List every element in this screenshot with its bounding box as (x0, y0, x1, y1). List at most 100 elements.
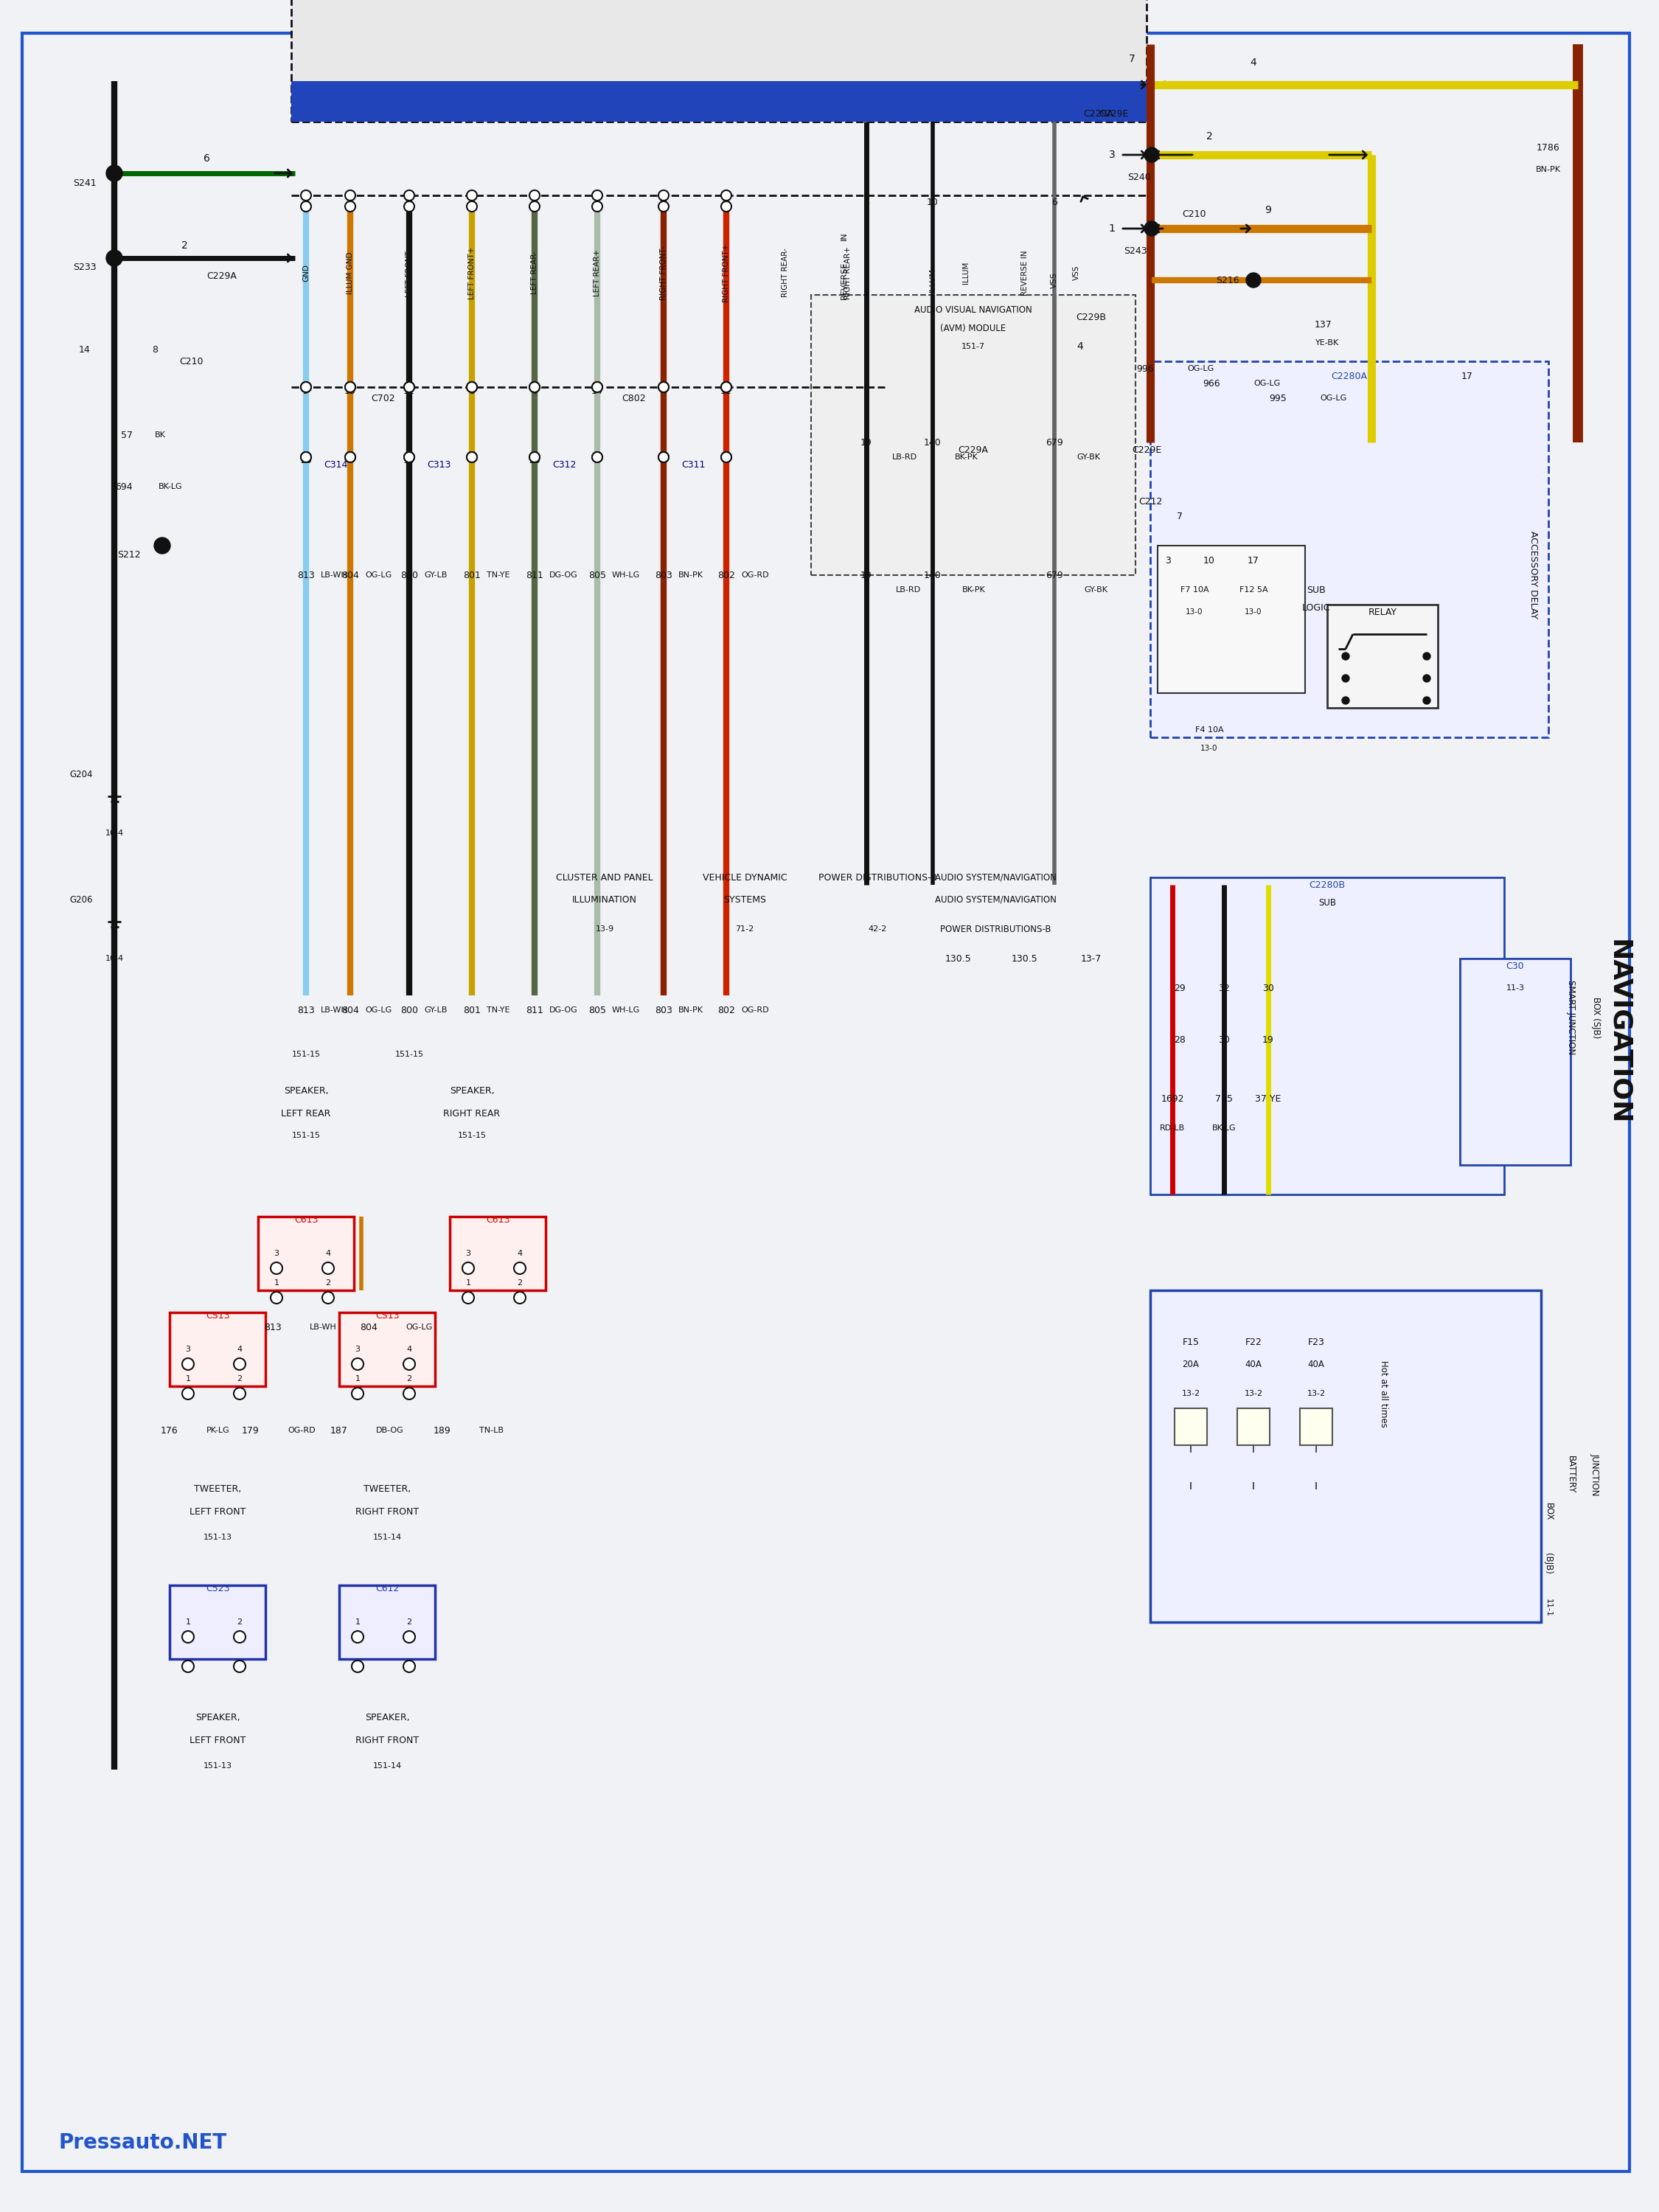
Text: S240: S240 (1128, 173, 1151, 181)
Circle shape (592, 201, 602, 212)
Text: 140: 140 (924, 571, 942, 580)
Text: GND: GND (302, 263, 310, 281)
Text: AUDIO SYSTEM/NAVIGATION: AUDIO SYSTEM/NAVIGATION (934, 894, 1057, 905)
Text: 30: 30 (1262, 982, 1274, 993)
Text: 802: 802 (717, 571, 735, 580)
Text: 813: 813 (297, 1004, 315, 1015)
Circle shape (722, 383, 732, 392)
Text: BK-PK: BK-PK (956, 453, 979, 460)
Text: 19: 19 (1262, 1035, 1274, 1044)
Text: 14: 14 (80, 345, 91, 354)
Text: 5: 5 (304, 385, 309, 396)
Circle shape (405, 190, 415, 201)
Bar (1150, 1290, 1541, 1621)
Text: 2: 2 (406, 1619, 411, 1626)
Text: PK-LG: PK-LG (206, 1427, 231, 1433)
Text: 13-0: 13-0 (1244, 608, 1262, 615)
Text: OG-LG: OG-LG (365, 571, 392, 580)
Text: 6: 6 (531, 385, 538, 396)
Circle shape (466, 383, 478, 392)
Text: 996: 996 (1136, 363, 1155, 374)
Text: S212: S212 (118, 551, 141, 560)
Text: 2: 2 (518, 1279, 523, 1287)
Text: S243: S243 (1123, 246, 1146, 257)
Circle shape (345, 190, 355, 201)
Text: LB-WH: LB-WH (320, 571, 348, 580)
Text: 3: 3 (186, 1345, 191, 1354)
Text: 9: 9 (469, 456, 474, 467)
Text: 3: 3 (274, 1250, 279, 1256)
Text: C229A: C229A (206, 272, 237, 281)
Text: LB-RD: LB-RD (893, 453, 917, 460)
Text: F4 10A: F4 10A (1194, 726, 1223, 734)
Text: DG-OG: DG-OG (549, 571, 577, 580)
Circle shape (722, 451, 732, 462)
Text: 2: 2 (325, 1279, 330, 1287)
Text: GY-LB: GY-LB (425, 571, 448, 580)
Circle shape (659, 190, 669, 201)
Text: CS13: CS13 (375, 1312, 400, 1321)
Text: 803: 803 (655, 1004, 672, 1015)
Circle shape (463, 1292, 474, 1303)
Text: LEFT REAR+: LEFT REAR+ (594, 250, 601, 296)
Text: 19: 19 (861, 438, 873, 447)
Circle shape (322, 1263, 333, 1274)
Text: TN-LB: TN-LB (479, 1427, 504, 1433)
Text: POWER DISTRIBUTIONS-B: POWER DISTRIBUTIONS-B (818, 874, 937, 883)
Circle shape (405, 201, 415, 212)
Text: 10: 10 (927, 199, 939, 208)
Text: C312: C312 (552, 460, 576, 469)
Circle shape (403, 1387, 415, 1400)
Text: AUDIO VISUAL NAVIGATION: AUDIO VISUAL NAVIGATION (914, 305, 1032, 314)
Text: 151-7: 151-7 (962, 343, 985, 349)
Text: 3: 3 (1108, 150, 1115, 159)
Text: C210: C210 (179, 356, 204, 365)
Circle shape (722, 190, 732, 201)
Circle shape (659, 451, 669, 462)
Circle shape (1342, 697, 1349, 703)
Text: 176: 176 (161, 1427, 179, 1436)
Text: 800: 800 (400, 1004, 418, 1015)
Text: 966: 966 (1203, 378, 1221, 389)
Circle shape (592, 451, 602, 462)
Text: OG-RD: OG-RD (742, 1006, 768, 1013)
Text: ILLUM GND: ILLUM GND (347, 252, 353, 294)
Text: SMART JUNCTION: SMART JUNCTION (1566, 980, 1576, 1055)
Circle shape (466, 201, 478, 212)
Text: LB-RD: LB-RD (896, 586, 921, 593)
Text: TN-YE: TN-YE (486, 1006, 509, 1013)
Text: 25: 25 (300, 456, 312, 467)
Circle shape (529, 190, 539, 201)
Text: 57: 57 (121, 429, 133, 440)
Circle shape (1342, 653, 1349, 659)
Text: 3: 3 (1165, 555, 1171, 566)
Text: 6: 6 (1052, 199, 1057, 208)
Circle shape (514, 1263, 526, 1274)
Bar (811, 294, 1135, 575)
Text: 9: 9 (723, 456, 730, 467)
Text: C313: C313 (426, 460, 451, 469)
Text: 805: 805 (589, 571, 606, 580)
Text: 10: 10 (1203, 555, 1214, 566)
Bar (1158, 546, 1306, 692)
Text: DG-OG: DG-OG (549, 1006, 577, 1013)
Text: 11-1: 11-1 (1545, 1597, 1553, 1617)
Circle shape (529, 451, 539, 462)
Circle shape (405, 451, 415, 462)
Text: 801: 801 (463, 571, 481, 580)
Text: 995: 995 (1269, 394, 1287, 403)
Text: NAVIGATION: NAVIGATION (1606, 940, 1631, 1126)
Text: C612: C612 (375, 1584, 400, 1593)
Circle shape (592, 383, 602, 392)
Circle shape (270, 1292, 282, 1303)
Text: C613: C613 (294, 1217, 319, 1225)
Text: 2: 2 (304, 199, 309, 208)
Circle shape (405, 383, 415, 392)
Circle shape (1423, 697, 1430, 703)
Bar (1150, 878, 1505, 1194)
Text: BK-LG: BK-LG (159, 482, 182, 491)
Circle shape (403, 1661, 415, 1672)
Text: 1: 1 (1108, 223, 1115, 234)
Text: C229A: C229A (1083, 108, 1113, 119)
Text: RIGHT FRONT-: RIGHT FRONT- (660, 246, 667, 301)
